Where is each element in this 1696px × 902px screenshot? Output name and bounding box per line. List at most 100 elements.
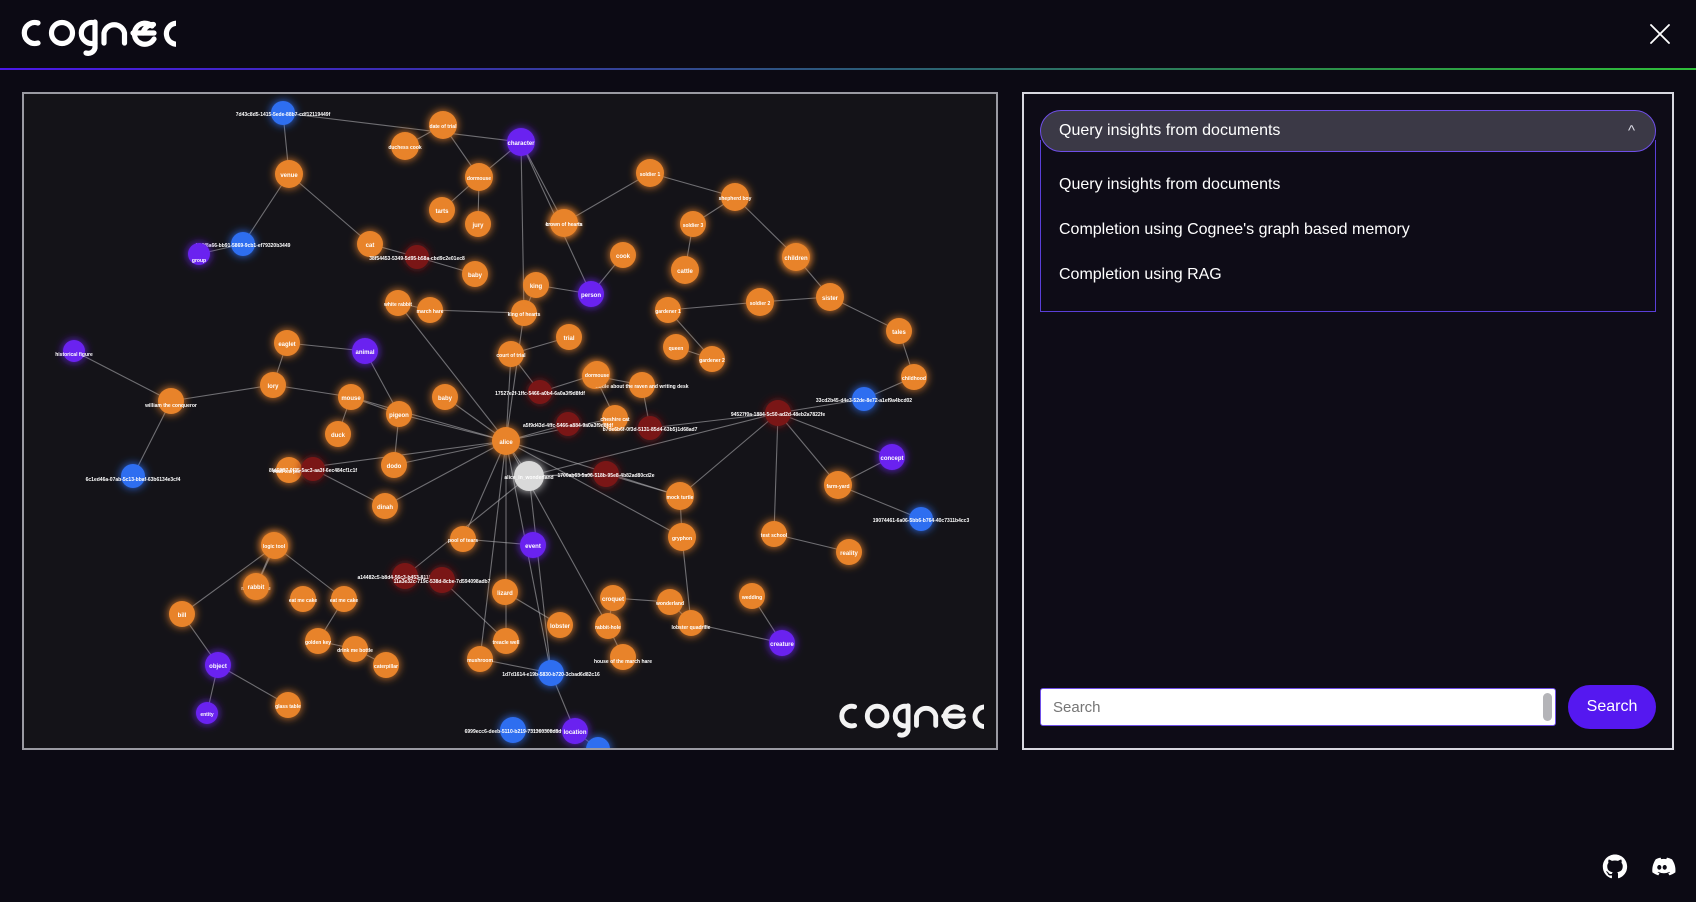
graph-node[interactable]: bill <box>169 601 195 627</box>
graph-node[interactable]: wonderland <box>655 589 684 615</box>
graph-node[interactable]: location <box>562 718 588 744</box>
graph-node[interactable]: 3ad5f0a1-c90e-5a1c-9ad4-0c1bfa12ce3e <box>551 737 645 748</box>
graph-node[interactable]: court of trial <box>496 341 526 367</box>
graph-node[interactable]: lobster quadrille <box>672 610 711 636</box>
graph-node[interactable]: duck <box>325 421 351 447</box>
search-type-select[interactable]: Query insights from documents ^ <box>1040 110 1656 152</box>
graph-node[interactable]: mad tea party <box>273 457 306 483</box>
graph-node[interactable]: wedding <box>739 583 765 609</box>
graph-node[interactable]: jury <box>465 211 491 237</box>
graph-node[interactable]: trial <box>556 324 582 350</box>
graph-node[interactable]: 17527e2f-1ffc-5466-a0b4-6a0a3f9d8fdf <box>495 380 585 404</box>
graph-node[interactable]: shepherd boy <box>719 183 752 211</box>
graph-node[interactable]: 38f54453-5349-5d95-b58a-cbd9c2e01ec8 <box>369 245 465 269</box>
graph-node[interactable]: 11a3e32c-719c-538d-8cbe-7d594098adb7 <box>394 567 491 593</box>
graph-node[interactable]: rabbit-hole <box>595 613 621 639</box>
graph-node[interactable]: alice <box>492 427 520 455</box>
graph-node[interactable]: a14482c5-b8d4-56c3-b453-8118165c22f5 <box>357 563 453 589</box>
graph-node[interactable]: 8fd6ff87-0f35-5ac3-aa3f-6ec484cf1c1f <box>269 457 357 481</box>
graph-node[interactable]: soldier 2 <box>746 288 774 316</box>
knowledge-graph-panel[interactable]: 7d43c8d5-1415-5ede-88b7-cdf12119449f venu… <box>22 92 998 750</box>
graph-node[interactable]: caterpillar <box>373 652 399 678</box>
graph-node[interactable]: date of trial <box>429 111 457 139</box>
github-icon[interactable] <box>1602 854 1628 885</box>
graph-node[interactable]: event <box>520 532 546 558</box>
graph-node[interactable]: croquet <box>600 585 626 611</box>
search-input[interactable] <box>1040 688 1556 726</box>
graph-node[interactable]: alice_in_wonderland <box>504 461 554 491</box>
graph-node[interactable]: eaglet <box>274 330 300 356</box>
graph-node[interactable]: golden key <box>305 628 331 654</box>
search-type-option-1[interactable]: Completion using Cognee's graph based me… <box>1059 220 1410 238</box>
discord-icon[interactable] <box>1648 853 1676 886</box>
graph-node[interactable]: mouse <box>338 384 364 410</box>
graph-node[interactable]: baby <box>462 261 488 287</box>
graph-node[interactable]: reality <box>836 539 862 565</box>
graph-node[interactable]: mock turtle <box>666 482 694 510</box>
graph-node[interactable]: baby <box>432 384 458 410</box>
graph-node[interactable]: 1d7d1614-e19b-5830-b720-3cbad6d82c16 <box>502 660 600 686</box>
graph-node[interactable]: dormouse <box>584 361 610 387</box>
graph-node[interactable]: soldier 3 <box>680 211 706 237</box>
graph-node[interactable]: sister <box>816 283 844 311</box>
graph-node[interactable]: eat me cake <box>330 586 359 612</box>
graph-node[interactable]: concept <box>879 444 905 470</box>
graph-node[interactable]: lobster <box>547 612 573 638</box>
graph-node[interactable]: soldier 1 <box>636 159 664 187</box>
graph-node[interactable]: lizard <box>492 579 518 605</box>
graph-node[interactable]: 7d43c8d5-1415-5ede-88b7-cdf12119449f <box>236 101 331 125</box>
graph-node[interactable]: lory <box>260 372 286 398</box>
graph-node[interactable]: king <box>523 272 549 298</box>
graph-node[interactable]: rabbit <box>243 573 269 599</box>
graph-node[interactable]: person <box>578 281 604 307</box>
graph-node[interactable]: eat me cake <box>289 586 318 612</box>
graph-node[interactable]: 1700ab63-5a06-518b-95e8-4b82ad80cd2e <box>557 461 655 487</box>
graph-node[interactable]: dinah <box>372 493 398 519</box>
graph-node[interactable]: group <box>188 243 210 265</box>
graph-node[interactable]: venue <box>275 160 303 188</box>
search-input-scroll-thumb[interactable] <box>1543 693 1552 721</box>
graph-node[interactable]: 6c1ed46a-07ab-5c13-bbaf-63b6134e3cf4 <box>86 464 181 488</box>
graph-node[interactable]: dodo <box>381 452 407 478</box>
graph-node[interactable]: pool of tears <box>448 526 478 552</box>
close-icon[interactable] <box>1640 14 1680 54</box>
graph-node[interactable]: 33cd2b45-d4e3-52de-8e72-a1ef9a4bcd02 <box>816 387 912 411</box>
graph-node[interactable]: farm-yard <box>824 471 852 499</box>
graph-node[interactable]: logic tool <box>261 532 287 558</box>
knowledge-graph[interactable]: 7d43c8d5-1415-5ede-88b7-cdf12119449f venu… <box>24 94 996 748</box>
graph-node[interactable]: childhood <box>901 364 927 390</box>
graph-node[interactable]: tales <box>886 318 912 344</box>
graph-node[interactable]: gardener 1 <box>655 297 681 323</box>
graph-node[interactable]: white rabbit <box>383 290 412 316</box>
graph-node[interactable]: a5f9d43d-4ffc-5466-a884-9a0a3f9d8fdf <box>523 412 613 436</box>
graph-node[interactable]: cheshire cat <box>600 405 630 431</box>
graph-node[interactable]: crown of hearts <box>545 210 583 236</box>
graph-node[interactable]: character <box>507 128 535 156</box>
search-button[interactable]: Search <box>1568 685 1656 729</box>
graph-node[interactable]: entity <box>196 702 218 724</box>
graph-node[interactable]: cat <box>357 231 383 257</box>
graph-node[interactable]: children <box>783 244 809 270</box>
graph-node[interactable]: mushroom <box>467 646 493 672</box>
graph-node[interactable]: 6999ecc6-deeb-5110-b219-731360308d8d <box>465 717 562 743</box>
graph-node[interactable]: queen <box>663 334 689 360</box>
graph-node[interactable]: tarts <box>429 197 455 223</box>
search-type-option-0[interactable]: Query insights from documents <box>1059 175 1281 193</box>
chevron-up-icon[interactable]: ^ <box>1627 122 1635 140</box>
graph-node[interactable]: drink me bottle <box>337 636 373 662</box>
graph-node[interactable]: dormouse <box>465 163 493 191</box>
graph-node[interactable]: duchess cook <box>388 132 422 160</box>
graph-node[interactable]: object <box>205 652 231 678</box>
graph-node[interactable]: march hare <box>417 297 444 323</box>
graph-node[interactable]: house of the march hare <box>594 644 652 670</box>
search-type-option-2[interactable]: Completion using RAG <box>1059 265 1222 283</box>
graph-node[interactable]: pigeon <box>386 401 412 427</box>
graph-node[interactable]: 19074461-6a06-5bb6-b764-40c7311b4cc3 <box>873 507 970 531</box>
graph-node[interactable]: william the conqueror <box>144 388 197 414</box>
graph-node[interactable]: cook <box>610 242 636 268</box>
graph-node[interactable]: riddle about the raven and writing desk <box>595 372 689 398</box>
graph-node[interactable]: gryphon <box>668 523 696 551</box>
graph-node[interactable]: treacle well <box>493 628 521 654</box>
graph-node[interactable]: creature <box>769 630 795 656</box>
search-type-options-menu[interactable]: Query insights from documents Completion… <box>1040 140 1656 312</box>
